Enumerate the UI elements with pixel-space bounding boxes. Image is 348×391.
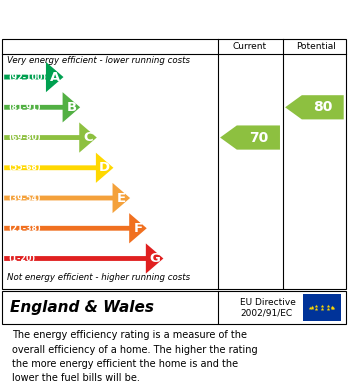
Text: A: A [50,70,60,84]
Polygon shape [285,95,344,119]
Polygon shape [4,92,80,122]
Text: Energy Efficiency Rating: Energy Efficiency Rating [10,13,232,29]
Text: G: G [149,252,160,265]
Text: (1-20): (1-20) [8,254,35,263]
FancyBboxPatch shape [303,294,341,321]
Polygon shape [4,152,113,183]
Polygon shape [4,122,97,152]
Polygon shape [4,62,63,92]
Text: F: F [133,222,143,235]
Text: EU Directive
2002/91/EC: EU Directive 2002/91/EC [240,298,296,317]
Text: (92-100): (92-100) [8,73,47,82]
Text: England & Wales: England & Wales [10,300,155,315]
Polygon shape [4,243,163,274]
Text: The energy efficiency rating is a measure of the
overall efficiency of a home. T: The energy efficiency rating is a measur… [12,330,258,384]
Text: Not energy efficient - higher running costs: Not energy efficient - higher running co… [7,273,190,282]
Text: D: D [99,161,110,174]
Text: (81-91): (81-91) [8,103,41,112]
Text: 70: 70 [250,131,269,145]
Text: Current: Current [233,42,267,51]
Polygon shape [4,213,147,243]
Polygon shape [4,183,130,213]
Text: (21-38): (21-38) [8,224,41,233]
Text: Very energy efficient - lower running costs: Very energy efficient - lower running co… [7,56,190,65]
Text: 80: 80 [314,100,333,114]
Text: B: B [66,101,77,114]
Text: (39-54): (39-54) [8,194,41,203]
Polygon shape [220,126,280,150]
Text: C: C [83,131,93,144]
Text: E: E [117,192,126,204]
Text: Potential: Potential [296,42,336,51]
Text: (69-80): (69-80) [8,133,41,142]
Text: (55-68): (55-68) [8,163,41,172]
